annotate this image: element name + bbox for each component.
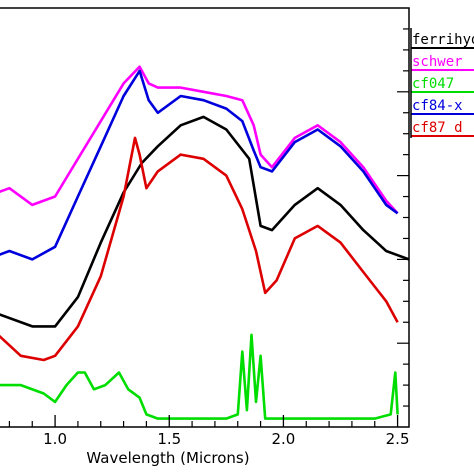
x-tick-label: 2.5 [386,430,410,448]
series-line-cf047 [0,333,399,420]
x-tick-label: 2.0 [271,430,295,448]
legend-label-cf047: cf047 [412,76,454,92]
series-line-ferrihy [0,115,409,328]
series-layer [0,65,409,420]
x-tick-label: 1.0 [43,430,67,448]
legend-label-schwer: schwer [412,54,463,70]
series-line-cf84 [0,69,399,261]
axis-layer: 1.0 1.5 2.0 2.5 [8,28,410,448]
x-axis-label: Wavelength (Microns) [86,449,249,467]
legend-label-cf87: cf87 d [412,120,463,136]
legend-label-cf84: cf84-x [412,98,463,114]
legend-label-ferrihy: ferrihyd [412,32,474,48]
series-line-schwer [0,65,399,215]
legend: ferrihyd schwer cf047 cf84-x cf87 d [410,28,474,138]
series-line-cf87 [0,136,399,362]
x-tick-label: 1.5 [157,430,181,448]
